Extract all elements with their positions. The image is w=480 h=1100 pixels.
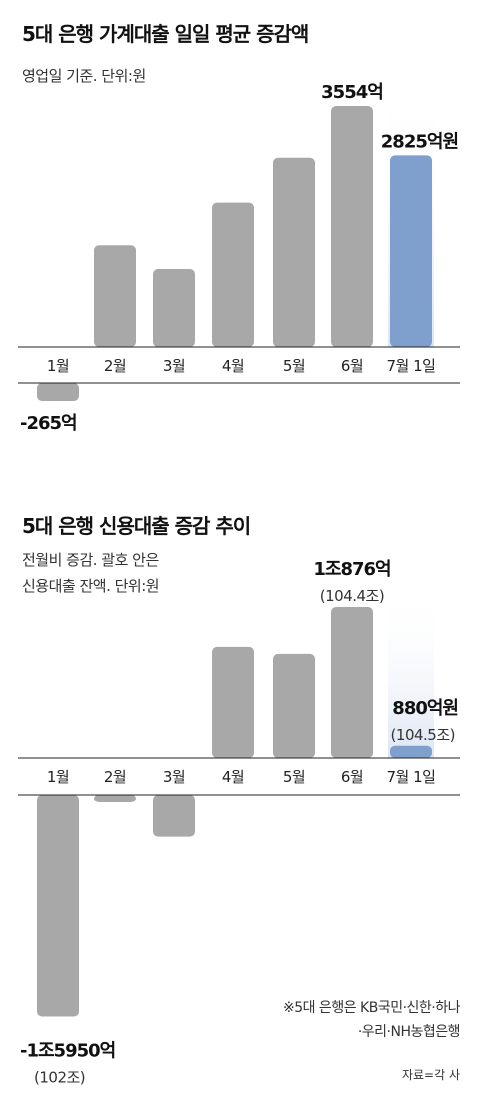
data-label-7: 880억원 bbox=[392, 698, 458, 719]
bar-5 bbox=[273, 653, 315, 758]
bar-6 bbox=[331, 607, 373, 758]
category-label-5: 5월 bbox=[283, 768, 305, 786]
category-label-2: 2월 bbox=[104, 357, 126, 375]
bar-1 bbox=[37, 383, 79, 401]
bar-7 bbox=[390, 745, 432, 758]
data-label-6: 3554억 bbox=[321, 82, 383, 103]
data-label-7: 2825억원 bbox=[381, 131, 458, 152]
footnote: ※5대 은행은 KB국민·신한·하나 ·우리·NH농협은행 bbox=[282, 996, 461, 1044]
category-label-4: 4월 bbox=[222, 768, 244, 786]
category-label-4: 4월 bbox=[222, 357, 244, 375]
data-label-1: -1조5950억 bbox=[20, 1040, 115, 1061]
category-label-3: 3월 bbox=[163, 357, 185, 375]
category-label-6: 6월 bbox=[341, 357, 363, 375]
footnote-line-1: ※5대 은행은 KB국민·신한·하나 bbox=[282, 1000, 461, 1016]
footnote-line-2: ·우리·NH농협은행 bbox=[357, 1024, 461, 1040]
chart2-subtitle-line2: 신용대출 잔액. 단위:원 bbox=[22, 577, 160, 595]
bar-1 bbox=[37, 795, 79, 1017]
category-label-1: 1월 bbox=[47, 768, 69, 786]
category-label-1: 1월 bbox=[47, 357, 69, 375]
data-label-1: -265억 bbox=[20, 413, 77, 434]
bar-4 bbox=[212, 202, 254, 347]
chart2-subtitle-line1: 전월비 증감. 괄호 안은 bbox=[22, 551, 159, 569]
chart2-plot: 1월 2월 3월 4월 5월 6월 7월 1일 -1조5950억 (102조) 1조876억 (10… bbox=[18, 559, 460, 1086]
bar-5 bbox=[273, 157, 315, 347]
category-label-5: 5월 bbox=[283, 357, 305, 375]
chart1-title: 5대 은행 가계대출 일일 평균 증감액 bbox=[22, 22, 309, 46]
source-credit: 자료=각 사 bbox=[401, 1068, 460, 1082]
bar-4 bbox=[212, 646, 254, 758]
chart1-subtitle: 영업일 기준. 단위:원 bbox=[22, 67, 146, 85]
category-label-2: 2월 bbox=[104, 768, 126, 786]
category-label-6: 6월 bbox=[341, 768, 363, 786]
chart1-plot: 1월 2월 3월 4월 5월 6월 7월 1일 -265억 3554억 2825억원 bbox=[18, 82, 460, 434]
category-label-7: 7월 1일 bbox=[387, 768, 436, 786]
data-sublabel-7: (104.5조) bbox=[391, 726, 455, 744]
bar-3 bbox=[153, 269, 195, 347]
bar-2 bbox=[94, 795, 136, 802]
highlight-backdrop bbox=[388, 590, 434, 758]
bar-7 bbox=[390, 155, 432, 347]
data-sublabel-1: (102조) bbox=[34, 1068, 85, 1086]
category-label-7: 7월 1일 bbox=[387, 357, 436, 375]
data-sublabel-6: (104.4조) bbox=[320, 587, 384, 605]
bar-3 bbox=[153, 795, 195, 837]
bar-6 bbox=[331, 106, 373, 347]
chart2-title: 5대 은행 신용대출 증감 추이 bbox=[22, 514, 251, 538]
category-label-3: 3월 bbox=[163, 768, 185, 786]
data-label-6: 1조876억 bbox=[313, 559, 390, 580]
bar-2 bbox=[94, 245, 136, 347]
